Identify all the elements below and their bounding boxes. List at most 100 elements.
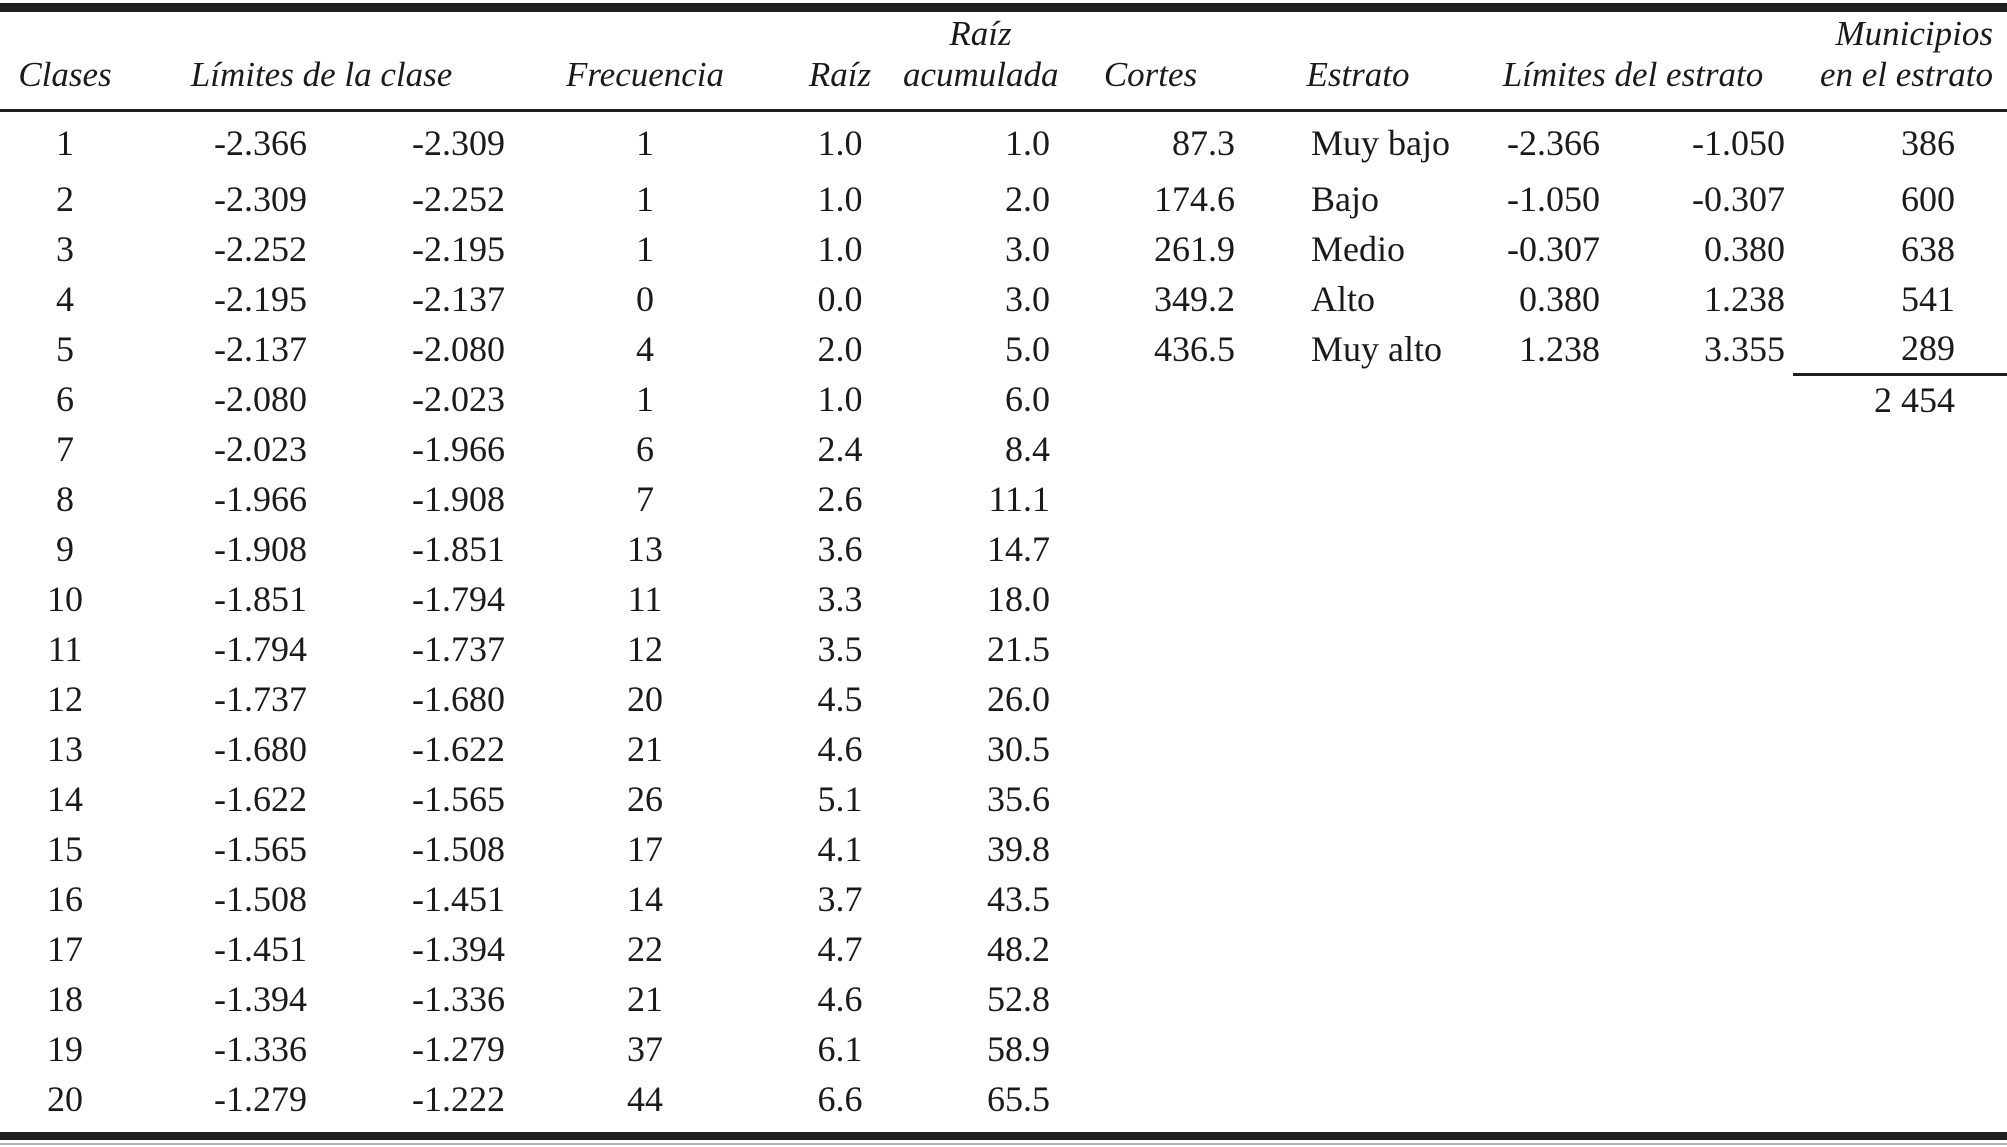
cell-limite-inferior: -1.508 — [214, 879, 307, 919]
cell-estrato-limite-inferior: -1.050 — [1507, 179, 1600, 219]
cell-estrato-limite-inferior — [1473, 574, 1608, 624]
cell-clase: 11 — [47, 629, 83, 669]
cell-raiz-acumulada: 2.0 — [1005, 179, 1050, 219]
cell-limite-inferior: -1.336 — [214, 1029, 307, 1069]
cell-estrato — [1243, 1024, 1473, 1074]
cell-limite-inferior: -1.794 — [214, 629, 307, 669]
cell-estrato-limite-inferior: 0.380 — [1519, 279, 1600, 319]
cell-limite-superior: -1.680 — [412, 679, 505, 719]
cell-raiz-acumulada: 8.4 — [1005, 429, 1050, 469]
cell-frecuencia: 11 — [627, 579, 663, 619]
cell-limite-superior: -1.794 — [412, 579, 505, 619]
cell-limite-superior: -1.222 — [412, 1079, 505, 1119]
cell-corte — [1058, 624, 1243, 674]
cell-limite-superior: -1.737 — [412, 629, 505, 669]
cell-limite-superior: -2.252 — [412, 179, 505, 219]
cell-municipios — [1793, 874, 2007, 924]
cell-corte — [1058, 874, 1243, 924]
cell-limite-superior: -1.908 — [412, 479, 505, 519]
header-municipios-line1: Municipios — [1835, 13, 1993, 53]
cell-estrato-limite-inferior — [1473, 824, 1608, 874]
cell-estrato-limite-inferior — [1473, 724, 1608, 774]
cell-corte — [1058, 924, 1243, 974]
cell-estrato-limite-superior — [1608, 874, 1793, 924]
cell-estrato — [1243, 1074, 1473, 1124]
header-raiz-acumulada: Raíz acumulada — [903, 12, 1059, 112]
cell-corte — [1058, 474, 1243, 524]
table-row: 11 -1.794 -1.737 12 3.5 21.5 — [0, 624, 2007, 674]
cell-limite-inferior: -1.680 — [214, 729, 307, 769]
cell-clase: 6 — [56, 379, 74, 419]
cell-frecuencia: 44 — [627, 1079, 663, 1119]
cell-clase: 7 — [56, 429, 74, 469]
cell-clase: 4 — [56, 279, 74, 319]
table-header: Clases Límites de la clase Frecuencia Ra… — [0, 12, 2007, 112]
cell-limite-superior: -2.080 — [412, 329, 505, 369]
cell-municipios — [1793, 624, 2007, 674]
cell-estrato-limite-inferior — [1473, 474, 1608, 524]
cell-estrato-limite-superior — [1608, 624, 1793, 674]
cell-municipios — [1793, 974, 2007, 1024]
cell-limite-inferior: -2.137 — [214, 329, 307, 369]
cell-estrato-limite-superior: -1.050 — [1692, 122, 1785, 163]
cell-estrato: Alto — [1311, 279, 1376, 319]
cell-municipios — [1793, 1024, 2007, 1074]
cell-clase: 17 — [47, 929, 83, 969]
cell-raiz: 5.1 — [817, 779, 863, 819]
cell-clase: 16 — [47, 879, 83, 919]
cell-estrato: Muy bajo — [1311, 122, 1450, 163]
cell-estrato: Medio — [1311, 229, 1405, 269]
cell-corte: 87.3 — [1172, 122, 1235, 163]
header-frecuencia: Frecuencia — [513, 12, 777, 112]
cell-corte — [1058, 724, 1243, 774]
cell-corte — [1058, 524, 1243, 574]
cell-estrato — [1243, 774, 1473, 824]
cell-limite-superior: -2.137 — [412, 279, 505, 319]
header-raiz: Raíz — [777, 12, 903, 112]
cell-municipios: 638 — [1901, 229, 1955, 269]
cell-corte: 436.5 — [1154, 329, 1235, 369]
cell-raiz: 3.5 — [817, 629, 863, 669]
cell-estrato-limite-inferior — [1473, 924, 1608, 974]
cell-estrato-limite-superior: 3.355 — [1704, 329, 1785, 369]
cell-limite-superior: -1.565 — [412, 779, 505, 819]
cell-frecuencia: 20 — [627, 679, 663, 719]
cell-corte: 174.6 — [1154, 179, 1235, 219]
cell-estrato: Muy alto — [1311, 329, 1442, 369]
header-limites-clase: Límites de la clase — [130, 12, 513, 112]
header-raiz-acumulada-line2: acumulada — [903, 55, 1059, 95]
cell-raiz: 4.1 — [817, 829, 863, 869]
cell-raiz: 1.0 — [817, 379, 863, 419]
cell-corte — [1058, 774, 1243, 824]
cell-corte — [1058, 1074, 1243, 1124]
cell-raiz-acumulada: 3.0 — [1005, 279, 1050, 319]
cell-limite-superior: -1.279 — [412, 1029, 505, 1069]
cell-frecuencia: 13 — [627, 529, 663, 569]
cell-raiz-acumulada: 21.5 — [987, 629, 1050, 669]
cell-estrato-limite-superior: 1.238 — [1704, 279, 1785, 319]
cell-estrato — [1243, 874, 1473, 924]
table-row: 14 -1.622 -1.565 26 5.1 35.6 — [0, 774, 2007, 824]
cell-estrato — [1243, 474, 1473, 524]
cell-estrato-limite-inferior — [1473, 424, 1608, 474]
cell-raiz: 6.1 — [817, 1029, 863, 1069]
cell-municipios: 289 — [1901, 328, 1955, 369]
cell-frecuencia: 7 — [636, 479, 654, 519]
cell-limite-inferior: -1.908 — [214, 529, 307, 569]
cell-municipios — [1793, 1074, 2007, 1124]
cell-frecuencia: 4 — [636, 329, 654, 369]
table-row: 4 -2.195 -2.137 0 0.0 3.0 349.2 Alto 0.380 1.238 5… — [0, 274, 2007, 324]
cell-raiz-acumulada: 11.1 — [988, 479, 1050, 519]
cell-clase: 9 — [56, 529, 74, 569]
table-row: 7 -2.023 -1.966 6 2.4 8.4 — [0, 424, 2007, 474]
cell-estrato-limite-inferior: 1.238 — [1519, 329, 1600, 369]
cell-limite-inferior: -1.737 — [214, 679, 307, 719]
cell-clase: 18 — [47, 979, 83, 1019]
cell-estrato-limite-superior — [1608, 474, 1793, 524]
cell-corte — [1058, 1024, 1243, 1074]
cell-limite-inferior: -1.451 — [214, 929, 307, 969]
table-row: 18 -1.394 -1.336 21 4.6 52.8 — [0, 974, 2007, 1024]
cell-raiz: 0.0 — [817, 279, 863, 319]
header-cortes: Cortes — [1058, 12, 1243, 112]
cell-limite-inferior: -1.966 — [214, 479, 307, 519]
